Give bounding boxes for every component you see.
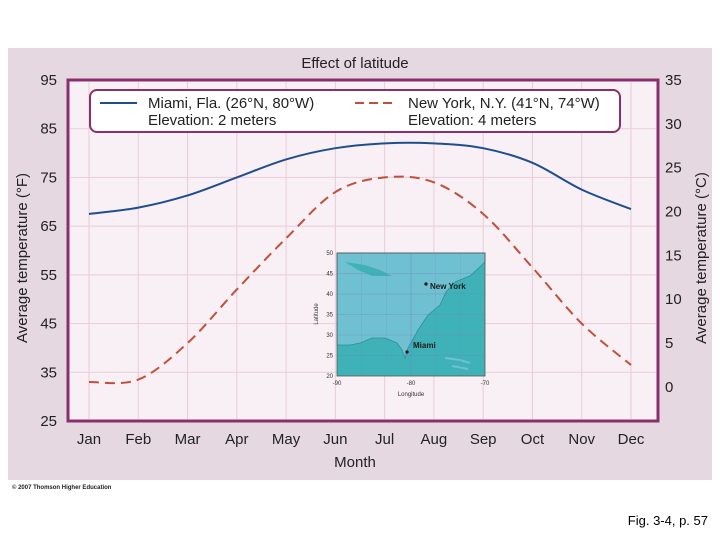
legend: Miami, Fla. (26°N, 80°W) Elevation: 2 me… [89, 89, 621, 133]
x-tick-label: Feb [125, 431, 151, 448]
x-axis-label: Month [334, 454, 376, 471]
inset-label-miami: Miami [413, 341, 436, 350]
inset-lon-tick: -90 [333, 381, 342, 387]
y-right-tick-label: 5 [665, 335, 673, 352]
y-left-tick-label: 85 [40, 121, 57, 138]
y-right-tick-label: 20 [665, 203, 682, 220]
y-axis-left-ticks: 95 85 75 65 55 45 35 25 [40, 72, 57, 430]
inset-lat-tick: 25 [326, 354, 333, 360]
legend-elevation-newyork: Elevation: 4 meters [408, 112, 536, 129]
x-tick-label: Oct [521, 431, 545, 448]
inset-marker-newyork [424, 282, 428, 286]
y-axis-right-ticks: 35 30 25 20 15 10 5 0 [665, 72, 682, 396]
legend-box [89, 89, 621, 133]
x-tick-label: Jun [323, 431, 347, 448]
y-left-tick-label: 65 [40, 218, 57, 235]
inset-lat-label: Latitude [314, 303, 320, 325]
legend-label-miami: Miami, Fla. (26°N, 80°W) [148, 95, 314, 112]
y-right-tick-label: 15 [665, 247, 682, 264]
y-left-tick-label: 35 [40, 364, 57, 381]
x-tick-label: Dec [618, 431, 645, 448]
y-axis-right-label: Average temperature (°C) [693, 172, 710, 344]
y-right-tick-label: 25 [665, 160, 682, 177]
series-line-miami [88, 141, 632, 215]
inset-map-caribbean [444, 357, 471, 370]
inset-map-great-lakes [345, 262, 392, 276]
y-axis-left-label: Average temperature (°F) [14, 173, 31, 343]
y-left-tick-label: 25 [40, 413, 57, 430]
inset-lat-tick: 45 [326, 272, 333, 278]
legend-elevation-miami: Elevation: 2 meters [148, 112, 276, 129]
copyright: © 2007 Thomson Higher Education [12, 484, 112, 491]
series-lines [88, 141, 632, 385]
figure-caption: Fig. 3-4, p. 57 [627, 513, 708, 528]
x-axis-ticks: Jan Feb Mar Apr May Jun Jul Aug Sep Oct Nov Dec [77, 431, 645, 448]
x-tick-label: Nov [568, 431, 595, 448]
inset-lat-tick: 40 [326, 292, 333, 298]
inset-lon-tick: -70 [481, 381, 490, 387]
inset-lat-tick: 20 [326, 374, 333, 380]
inset-lat-tick: 30 [326, 333, 333, 339]
x-tick-label: Sep [470, 431, 497, 448]
y-right-tick-label: 35 [665, 72, 682, 89]
y-left-tick-label: 55 [40, 267, 57, 284]
inset-lat-tick: 50 [326, 251, 333, 257]
inset-map-frame [336, 252, 486, 377]
inset-lon-tick: -80 [407, 381, 416, 387]
y-right-tick-label: 30 [665, 116, 682, 133]
x-tick-label: Apr [225, 431, 248, 448]
chart-title: Effect of latitude [301, 55, 408, 72]
x-tick-label: Jul [375, 431, 394, 448]
inset-map-grid [337, 253, 485, 376]
x-tick-label: Jan [77, 431, 101, 448]
inset-lat-ticks: 50 45 40 35 30 25 20 [326, 251, 333, 380]
y-left-tick-label: 45 [40, 316, 57, 333]
x-tick-label: May [272, 431, 301, 448]
inset-lat-tick: 35 [326, 313, 333, 319]
y-right-tick-label: 10 [665, 291, 682, 308]
y-left-tick-label: 95 [40, 72, 57, 89]
x-tick-label: Aug [421, 431, 448, 448]
y-right-tick-label: 0 [665, 379, 673, 396]
inset-lon-label: Longitude [398, 392, 425, 398]
x-tick-label: Mar [175, 431, 201, 448]
inset-label-newyork: New York [430, 282, 466, 291]
legend-label-newyork: New York, N.Y. (41°N, 74°W) [408, 95, 600, 112]
y-left-tick-label: 75 [40, 169, 57, 186]
inset-marker-miami [405, 350, 409, 354]
inset-lon-ticks: -90 -80 -70 [333, 381, 490, 387]
